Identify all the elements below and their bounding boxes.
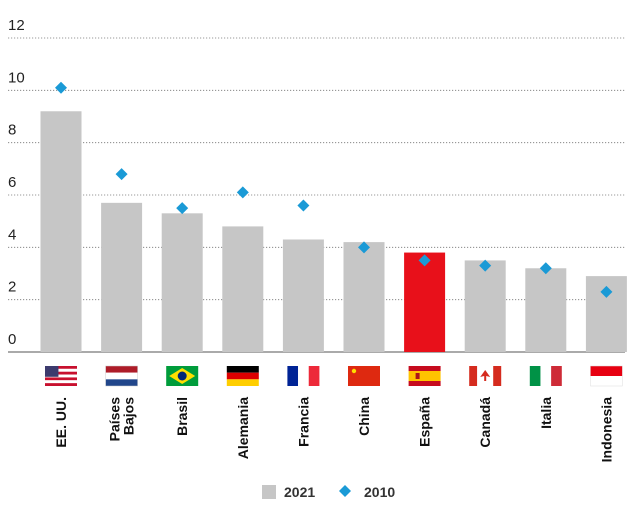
x-tick-label: España: [417, 397, 433, 447]
x-tick-label-line: España: [417, 397, 433, 447]
bars-2021: [40, 111, 627, 353]
bar-2021: [525, 268, 567, 352]
x-tick-label-line: Francia: [295, 397, 311, 447]
x-tick-label: Indonesia: [598, 397, 614, 463]
marker-2010: [297, 199, 310, 212]
y-tick-label: 12: [8, 17, 25, 34]
x-tick-label-line: Bajos: [121, 397, 137, 435]
china-flag-icon: [348, 366, 380, 386]
legend: 2021 2010: [262, 484, 395, 500]
x-tick-label: Brasil: [174, 397, 190, 436]
legend-label-2021: 2021: [284, 484, 315, 500]
y-tick-label: 8: [8, 122, 16, 139]
netherlands-flag-icon: [105, 365, 138, 387]
spain-flag-icon: [408, 366, 441, 386]
legend-marker-2010: [339, 485, 351, 497]
x-tick-label: Francia: [295, 397, 311, 447]
x-tick-label-line: Canadá: [477, 397, 493, 448]
x-tick-label-line: Italia: [538, 397, 554, 429]
x-tick-label-line: Brasil: [174, 397, 190, 436]
bar-2021: [222, 226, 264, 352]
marker-2010: [539, 262, 552, 275]
y-tick-label: 4: [8, 226, 16, 243]
legend-label-2010: 2010: [364, 484, 395, 500]
bar-2021: [40, 111, 82, 353]
x-tick-label: China: [356, 397, 372, 436]
bar-2021: [282, 239, 324, 352]
bar-2021: [101, 202, 143, 352]
marker-2010: [176, 202, 189, 215]
marker-2010: [600, 285, 613, 298]
y-tick-label: 10: [8, 69, 25, 86]
marker-2010: [55, 81, 67, 94]
x-tick-label-line: China: [356, 397, 372, 436]
brazil-flag-icon: [166, 366, 199, 386]
marker-2010: [115, 168, 128, 181]
marker-2010: [479, 259, 492, 272]
y-tick-label: 0: [8, 331, 16, 348]
markers-2010: [55, 81, 613, 298]
y-tick-label: 6: [8, 174, 16, 191]
x-tick-label: Canadá: [477, 397, 493, 448]
flags: [45, 365, 623, 387]
italy-flag-icon: [529, 366, 562, 386]
x-tick-label: EE. UU.: [53, 397, 69, 448]
x-tick-label: Alemania: [235, 397, 251, 459]
x-tick-label-line: Indonesia: [598, 397, 614, 463]
bar-2021: [161, 213, 203, 352]
bar-2021: [343, 242, 385, 352]
bar-2021: [464, 260, 506, 352]
germany-flag-icon: [226, 366, 259, 386]
x-tick-label-line: EE. UU.: [53, 397, 69, 448]
marker-2010: [358, 241, 370, 254]
x-tick-label-line: Países: [107, 397, 123, 442]
canada-flag-icon: [469, 366, 502, 386]
marker-2010: [418, 254, 431, 267]
france-flag-icon: [287, 366, 320, 386]
y-axis-tick-labels: 0 2 4 6 8 10 12: [8, 17, 25, 348]
x-tick-label: Italia: [538, 397, 554, 429]
legend-swatch-2021: [262, 485, 276, 499]
indonesia-flag-icon: [590, 365, 623, 387]
us-flag-icon: [45, 366, 77, 386]
marker-2010: [236, 186, 249, 199]
bar-2021: [404, 252, 446, 352]
y-tick-label: 2: [8, 279, 16, 296]
x-tick-label-line: Alemania: [235, 397, 251, 459]
